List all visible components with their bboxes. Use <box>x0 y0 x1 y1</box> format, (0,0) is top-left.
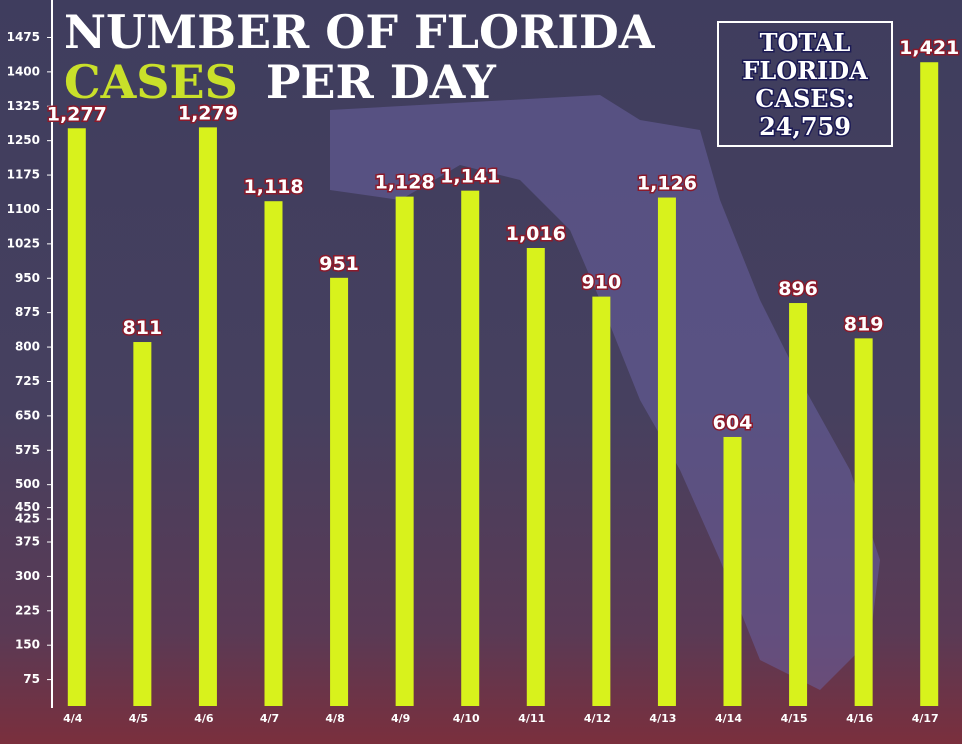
value-label: 1,277 <box>47 103 107 125</box>
x-tick-label: 4/16 <box>846 712 873 725</box>
subtitle-highlight: CASES <box>64 55 238 109</box>
y-tick-label: 1025 <box>7 236 40 250</box>
y-tick-label: 500 <box>15 477 40 491</box>
bar <box>920 62 939 706</box>
value-label: 910 <box>582 272 622 294</box>
value-label: 1,421 <box>899 37 959 59</box>
y-tick-label: 1250 <box>7 133 40 147</box>
y-tick-label: 575 <box>15 443 40 457</box>
x-tick-label: 4/13 <box>649 712 676 725</box>
x-tick-label: 4/17 <box>912 712 939 725</box>
value-label: 896 <box>778 278 818 300</box>
y-tick-label: 1325 <box>7 99 40 113</box>
x-tick-label: 4/6 <box>194 712 214 725</box>
y-tick-label: 300 <box>15 569 40 583</box>
value-label: 604 <box>713 412 753 434</box>
bar <box>395 196 414 706</box>
value-label: 1,016 <box>506 223 566 245</box>
total-label: CASES: <box>755 84 855 113</box>
x-tick-label: 4/8 <box>325 712 344 725</box>
bar <box>789 303 808 706</box>
y-tick-label: 1400 <box>7 64 40 78</box>
florida-map <box>330 95 880 690</box>
x-tick-label: 4/7 <box>260 712 279 725</box>
x-tick-label: 4/9 <box>391 712 410 725</box>
value-label: 1,126 <box>637 173 697 195</box>
y-tick-label: 800 <box>15 340 40 354</box>
subtitle: PER DAY <box>266 55 497 109</box>
y-tick-label: 425 <box>15 512 40 526</box>
total-box <box>717 21 893 147</box>
bar <box>133 342 152 706</box>
bar <box>264 201 283 706</box>
bar <box>723 436 742 706</box>
value-label: 951 <box>319 253 359 275</box>
bar <box>461 190 480 707</box>
y-tick-label: 725 <box>15 374 40 388</box>
y-tick-label: 950 <box>15 271 40 285</box>
x-tick-label: 4/4 <box>63 712 83 725</box>
x-tick-label: 4/12 <box>584 712 611 725</box>
bar <box>198 127 217 706</box>
bar <box>592 296 611 706</box>
x-tick-label: 4/11 <box>518 712 545 725</box>
value-label: 1,128 <box>375 172 435 194</box>
y-tick-label: 875 <box>15 305 40 319</box>
bar <box>657 197 676 707</box>
y-tick-label: 75 <box>23 672 40 686</box>
bar <box>854 338 873 706</box>
bar <box>67 128 86 707</box>
x-tick-label: 4/14 <box>715 712 742 725</box>
y-tick-label: 225 <box>15 603 40 617</box>
y-tick-label: 1175 <box>7 168 40 182</box>
y-tick-label: 650 <box>15 408 40 422</box>
value-label: 1,118 <box>243 176 303 198</box>
value-label: 1,279 <box>178 102 238 124</box>
chart-subtitle: CASES PER DAY <box>64 55 497 109</box>
y-tick-label: 375 <box>15 535 40 549</box>
x-tick-label: 4/15 <box>781 712 808 725</box>
total-label: FLORIDA <box>742 56 868 85</box>
y-tick-label: 1100 <box>7 202 40 216</box>
value-label: 811 <box>123 317 163 339</box>
total-label: TOTAL <box>760 28 851 57</box>
x-tick-label: 4/5 <box>129 712 148 725</box>
y-tick-label: 150 <box>15 638 40 652</box>
bar <box>330 277 349 706</box>
bar <box>526 247 545 706</box>
y-tick-label: 1475 <box>7 30 40 44</box>
chart-title: NUMBER OF FLORIDA <box>64 5 656 59</box>
total-value: 24,759 <box>759 112 851 141</box>
value-label: 1,141 <box>440 166 500 188</box>
x-tick-label: 4/10 <box>453 712 480 725</box>
y-tick-label: 450 <box>15 500 40 514</box>
value-label: 819 <box>844 313 884 335</box>
